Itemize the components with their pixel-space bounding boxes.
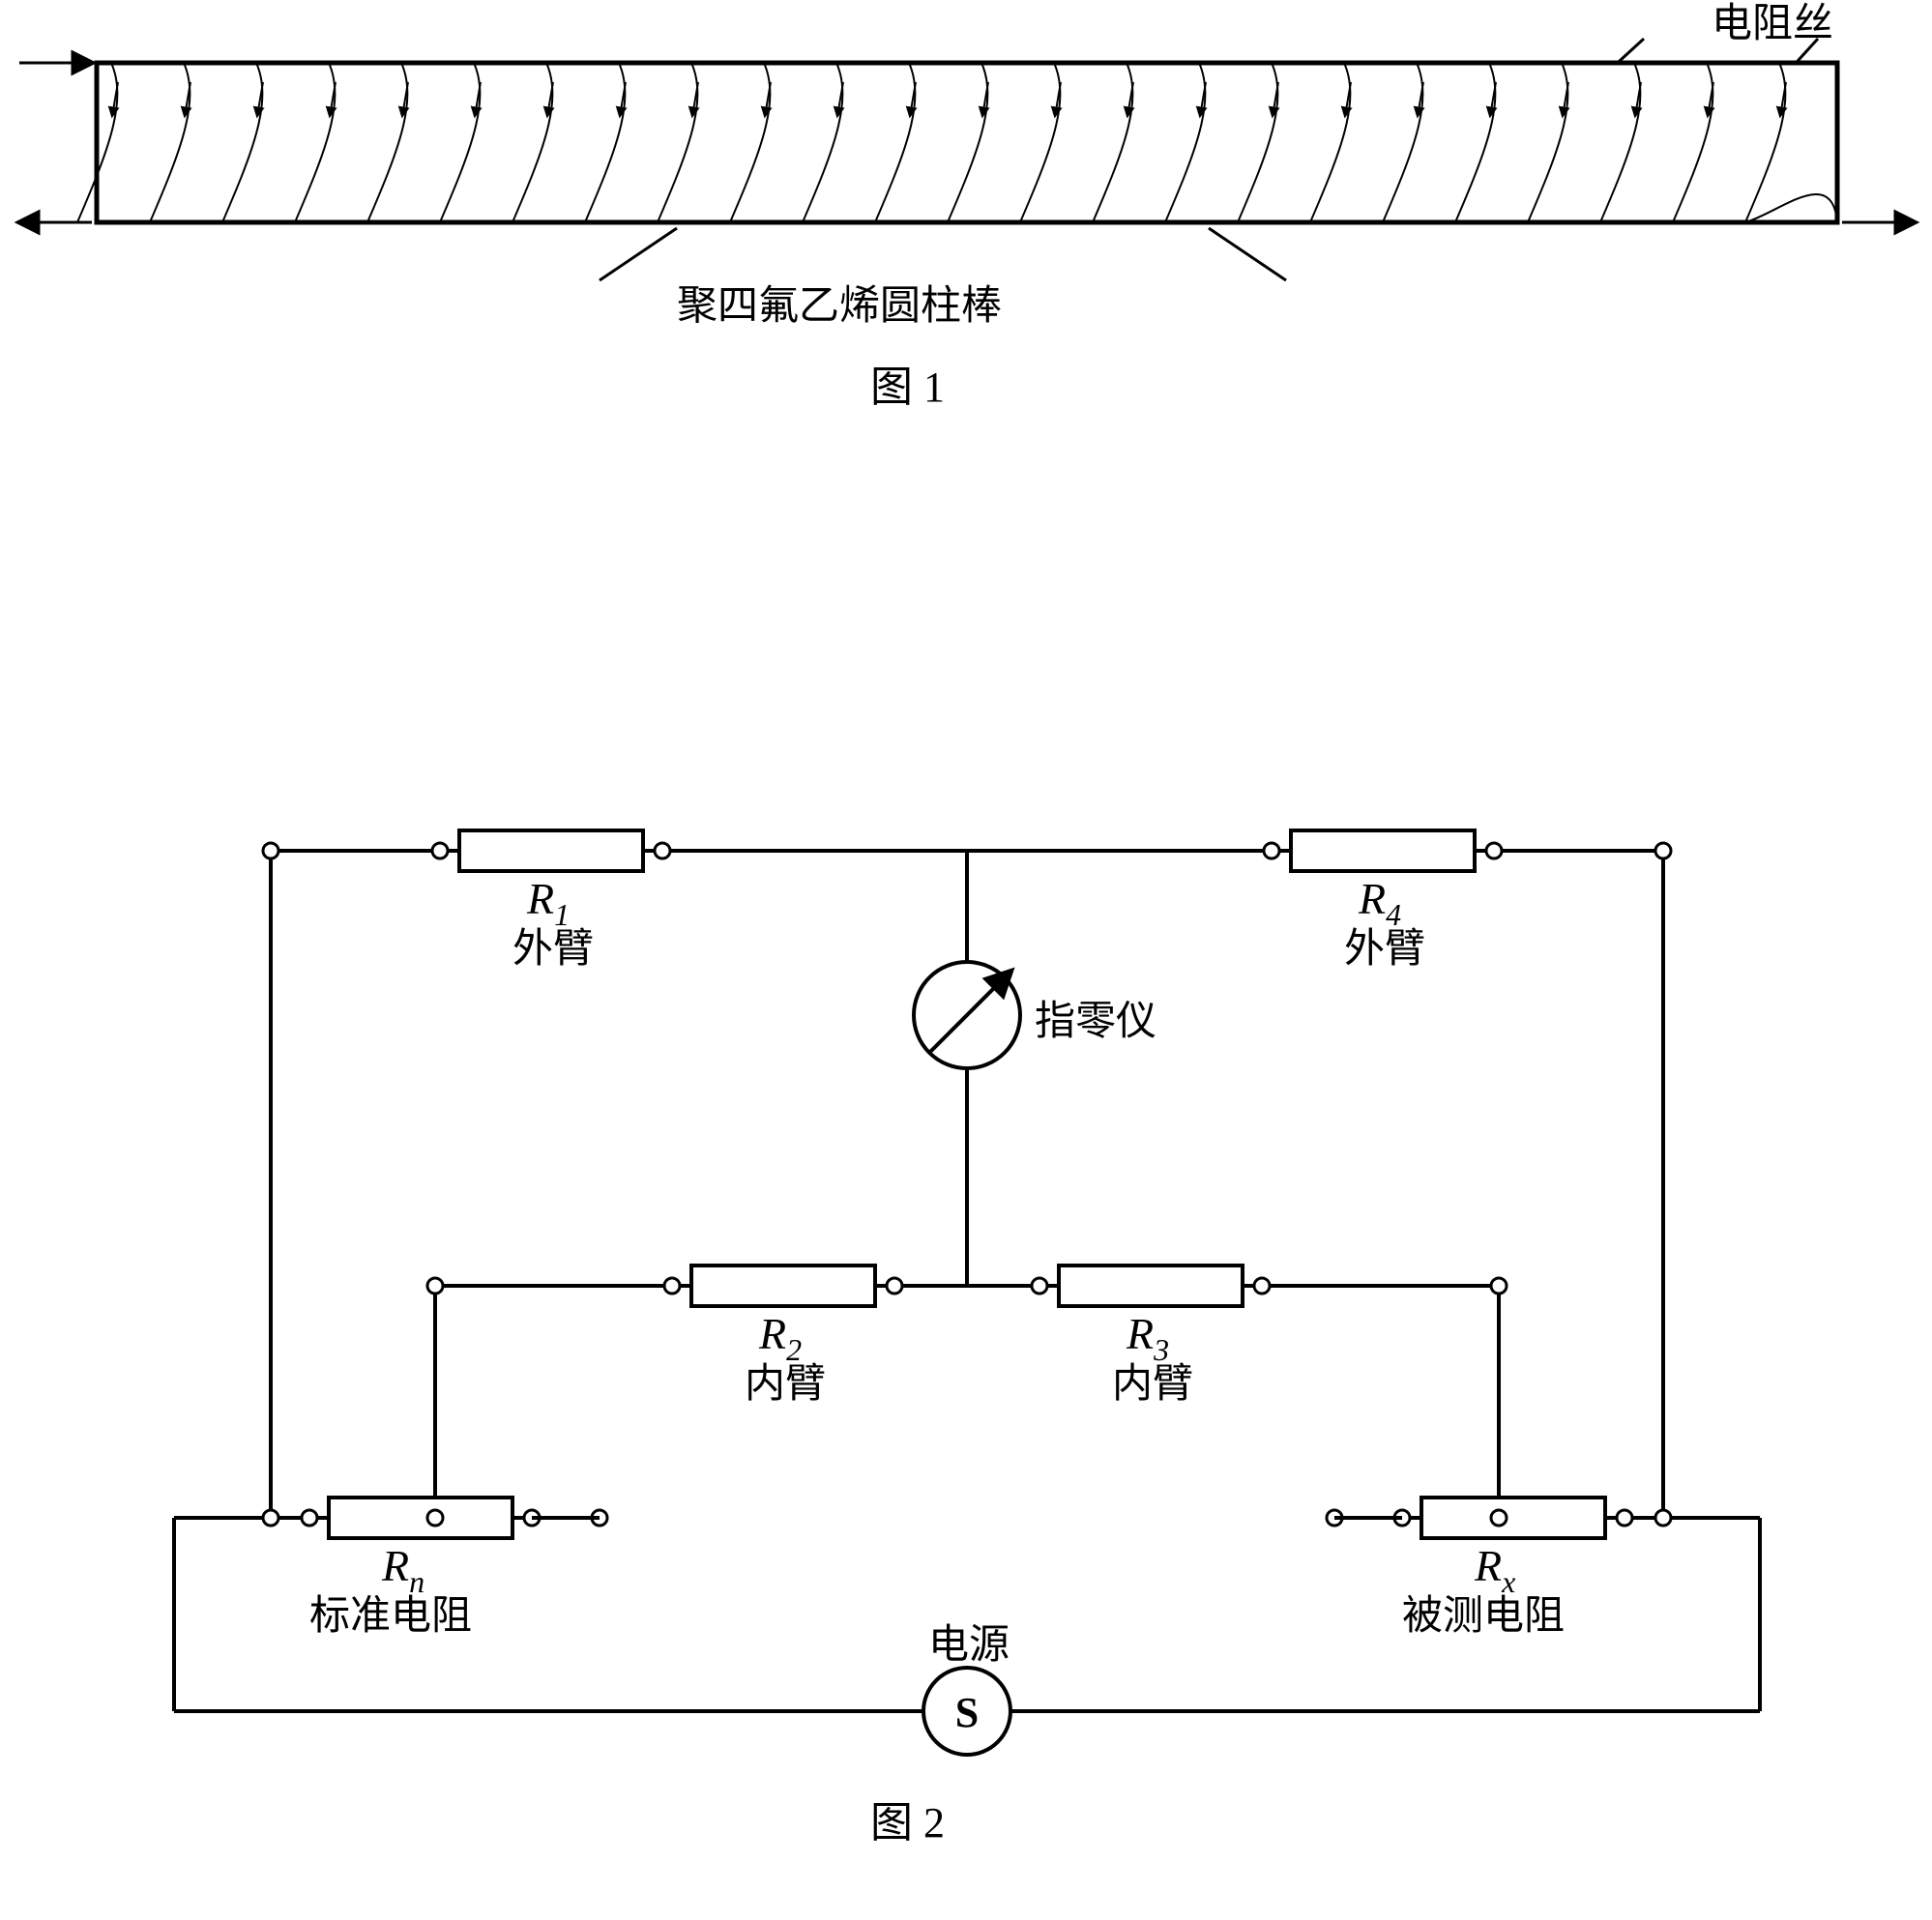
resistor-Rn <box>329 1498 512 1538</box>
resistor-R3 <box>1059 1265 1243 1306</box>
power-supply: S <box>923 1668 1010 1755</box>
svg-text:R1: R1 <box>526 874 570 932</box>
label-R1-text: 外臂 <box>512 927 594 972</box>
svg-text:R4: R4 <box>1358 874 1401 932</box>
label-resistance-wire: 电阻丝 <box>1712 2 1833 46</box>
resistor-R1 <box>459 830 643 871</box>
svg-text:R3: R3 <box>1126 1309 1169 1367</box>
label-Rn-text: 标准电阻 <box>309 1594 472 1639</box>
resistor-R4 <box>1291 830 1475 871</box>
label-R2-text: 内臂 <box>745 1362 826 1407</box>
label-R2-sym: R <box>758 1309 786 1358</box>
label-Rn-sym: R <box>381 1541 409 1590</box>
figure-1: 电阻丝 聚四氟乙烯圆柱棒 图 1 <box>0 0 1932 454</box>
resistor-R2 <box>691 1265 875 1306</box>
label-R1-sym: R <box>526 874 554 923</box>
label-R3-text: 内臂 <box>1112 1362 1193 1407</box>
label-R4-text: 外臂 <box>1344 927 1425 972</box>
supply-letter: S <box>955 1689 979 1736</box>
svg-text:Rx: Rx <box>1474 1541 1515 1599</box>
svg-text:Rn: Rn <box>381 1541 424 1599</box>
label-Rx-text: 被测电阻 <box>1402 1594 1565 1639</box>
figure-2: S <box>0 744 1932 1905</box>
figure-1-caption: 图 1 <box>870 364 945 411</box>
page: 电阻丝 聚四氟乙烯圆柱棒 图 1 <box>0 0 1932 1920</box>
svg-text:R2: R2 <box>758 1309 802 1367</box>
pointer-rod-2 <box>1209 228 1286 280</box>
resistor-Rx <box>1421 1498 1605 1538</box>
label-Rx-sym: R <box>1474 1541 1502 1590</box>
label-null-meter: 指零仪 <box>1035 1000 1156 1044</box>
label-R4-sym: R <box>1358 874 1386 923</box>
null-meter <box>914 962 1020 1068</box>
label-power: 电源 <box>928 1623 1010 1668</box>
pointer-rod-1 <box>600 228 677 280</box>
rod-rect <box>97 63 1837 222</box>
figure-2-caption: 图 2 <box>870 1799 945 1847</box>
label-R3-sym: R <box>1126 1309 1154 1358</box>
label-rod: 聚四氟乙烯圆柱棒 <box>677 284 1002 329</box>
